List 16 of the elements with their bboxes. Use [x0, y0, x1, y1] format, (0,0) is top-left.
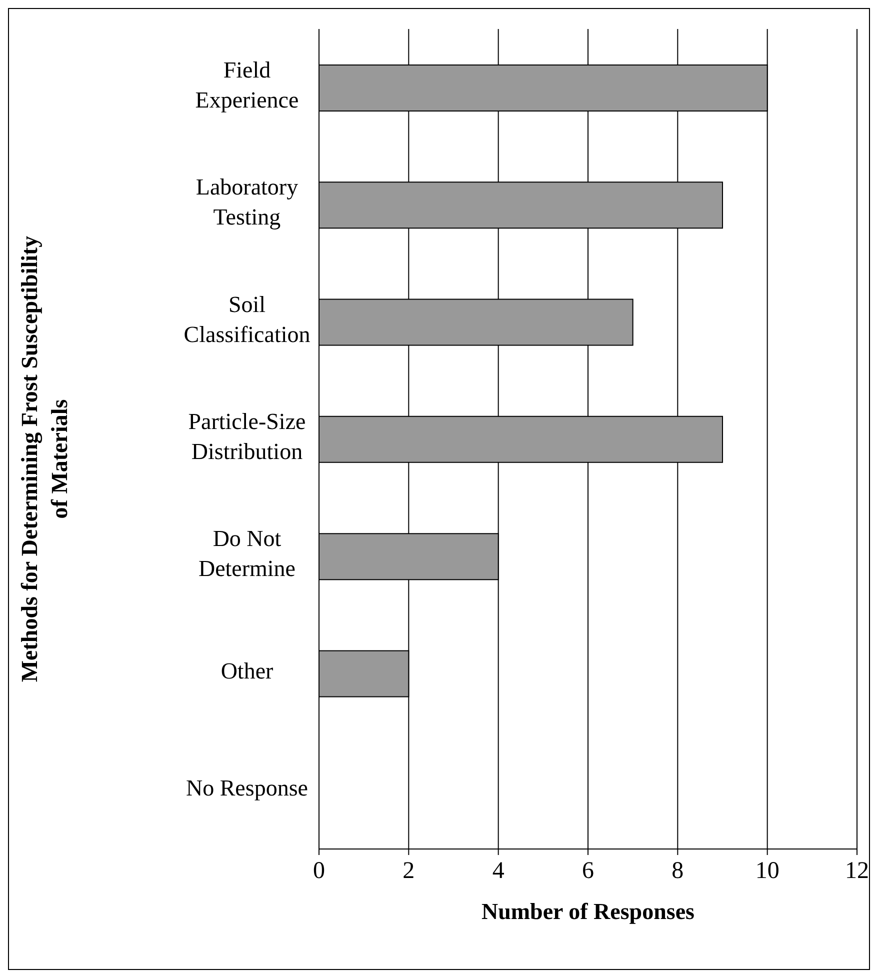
y-tick-label: Particle-Size Distribution — [188, 409, 306, 464]
y-tick-label: Other — [220, 658, 274, 684]
y-tick-label: Do Not Determine — [198, 526, 296, 582]
x-tick-label: 10 — [755, 858, 780, 884]
y-axis-title: Methods for Determining Frost Susceptibility of Materials — [16, 236, 73, 682]
x-tick-label: 8 — [672, 858, 684, 884]
y-tick-label: No Response — [186, 776, 308, 801]
y-tick-label: Laboratory Testing — [196, 174, 299, 230]
y-tick-label: Soil Classification — [184, 292, 311, 348]
x-tick-label: 4 — [492, 858, 504, 884]
y-tick-label: Field Experience — [195, 58, 299, 113]
x-axis-title: Number of Responses — [480, 899, 696, 925]
x-tick-label: 2 — [402, 858, 415, 884]
x-tick-label: 6 — [582, 858, 594, 884]
x-tick-label: 0 — [313, 858, 325, 884]
x-tick-label: 12 — [845, 858, 869, 884]
